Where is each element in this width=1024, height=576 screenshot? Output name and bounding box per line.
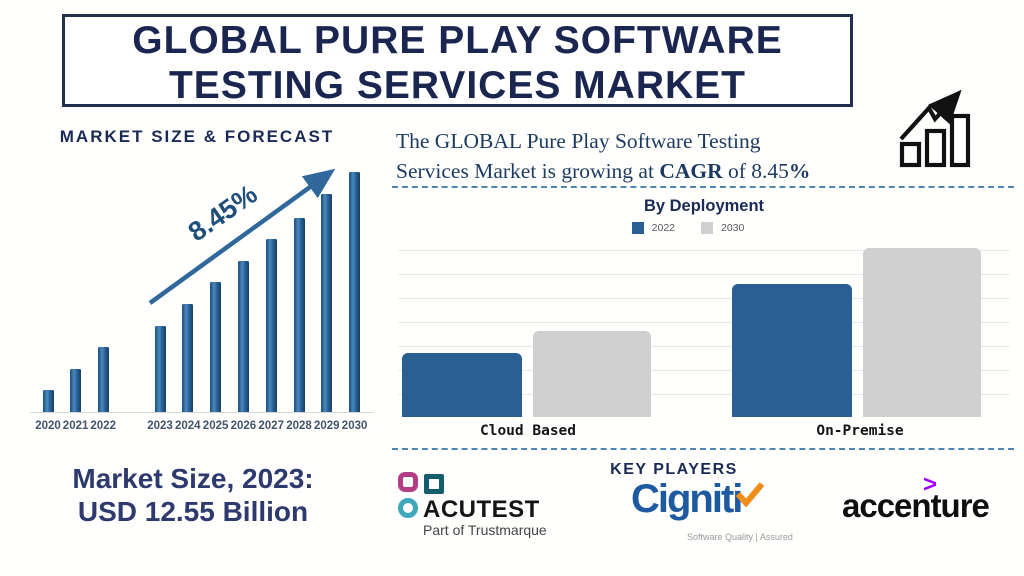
gridline (398, 274, 1010, 275)
year-label-2025: 2025 (202, 420, 229, 432)
deployment-bar-cloud-based-2022 (402, 352, 522, 417)
forecast-bar-2026 (237, 260, 249, 412)
year-label-2030: 2030 (341, 420, 368, 432)
growth-chart-icon (899, 89, 971, 168)
category-label-on-premise: On-Premise (816, 423, 904, 439)
acutest-teal-square-icon (424, 474, 444, 494)
deployment-chart (398, 243, 1010, 417)
deployment-bar-on-premise-2022 (732, 283, 852, 417)
key-players-heading: KEY PLAYERS (610, 461, 738, 478)
title-banner: GLOBAL PURE PLAY SOFTWARE TESTING SERVIC… (62, 14, 853, 107)
year-label-2029: 2029 (314, 420, 340, 432)
forecast-chart: 8.45% (28, 158, 376, 413)
deployment-bar-cloud-based-2030 (533, 330, 651, 417)
gridline (398, 298, 1010, 299)
acutest-logo: ACUTEST Part of Trustmarque (396, 468, 571, 544)
divider-top (392, 186, 1014, 188)
forecast-heading: MARKET SIZE & FORECAST (59, 127, 335, 146)
forecast-year-axis: 2020 2021 2022 2023 2024 2025 2026 2027 2028 2029… (28, 420, 376, 435)
forecast-bar-2025 (210, 282, 222, 412)
year-label-2027: 2027 (258, 420, 284, 432)
gridline (398, 394, 1010, 395)
legend-item-2030: 2030 (701, 222, 744, 234)
trend-arrow-icon (148, 168, 336, 305)
deployment-chart-title: By Deployment (643, 197, 765, 215)
legend-swatch-2022 (631, 222, 644, 234)
gridline (398, 322, 1010, 323)
deployment-category-labels: Cloud Based On-Premise (398, 423, 1010, 440)
gridline (398, 346, 1010, 347)
market-size-line2: USD 12.55 Billion (77, 496, 309, 527)
cigniti-checkmark-icon (735, 482, 765, 507)
deployment-bar-on-premise-2030 (863, 248, 981, 417)
year-label-2021: 2021 (62, 420, 89, 432)
year-label-2024: 2024 (175, 420, 201, 432)
category-label-cloud-based: Cloud Based (479, 423, 577, 439)
acutest-tagline: Part of Trustmarque (423, 522, 547, 538)
acutest-pink-square-icon (398, 472, 418, 492)
forecast-bar-2020 (42, 390, 54, 412)
page-title-line2: TESTING SERVICES MARKET (168, 64, 747, 107)
deployment-legend: 2022 2030 (382, 221, 994, 235)
legend-label-2030: 2030 (721, 222, 745, 234)
forecast-bar-2024 (182, 304, 194, 412)
forecast-bar-2027 (265, 239, 277, 412)
acutest-teal-circle-icon (398, 498, 418, 518)
cagr-statement: The GLOBAL Pure Play Software Testing Se… (396, 126, 916, 186)
divider-bottom (392, 448, 1014, 450)
cagr-statement-line2: Services Market is growing at CAGR of 8.… (396, 159, 811, 183)
legend-label-2022: 2022 (651, 222, 675, 234)
gridline (398, 250, 1010, 251)
forecast-bar-2023 (154, 325, 166, 412)
forecast-bar-2029 (321, 193, 333, 412)
year-label-2020: 2020 (35, 420, 61, 432)
accenture-logo: > accenture (840, 471, 1020, 530)
forecast-bar-2030 (349, 172, 361, 412)
legend-swatch-2030 (701, 222, 713, 234)
forecast-bar-2028 (293, 217, 305, 412)
forecast-bar-2021 (70, 368, 82, 412)
cigniti-logo: Cigniti Software Quality | Assured (625, 475, 795, 547)
accenture-arrow-icon: > (923, 471, 938, 498)
forecast-x-axis (30, 412, 374, 413)
accenture-wordmark: accenture (842, 487, 990, 524)
cagr-statement-line1: The GLOBAL Pure Play Software Testing (396, 129, 761, 153)
forecast-bar-2022 (97, 347, 109, 412)
acutest-wordmark: ACUTEST (423, 496, 540, 523)
page-title-line1: GLOBAL PURE PLAY SOFTWARE (132, 19, 783, 62)
year-label-2023: 2023 (147, 420, 173, 432)
cigniti-wordmark: Cigniti (631, 477, 743, 521)
year-label-2026: 2026 (230, 420, 257, 432)
market-size-line1: Market Size, 2023: (72, 463, 314, 494)
cigniti-tagline: Software Quality | Assured (687, 532, 793, 542)
market-size-callout: Market Size, 2023: USD 12.55 Billion (18, 462, 368, 528)
legend-item-2022: 2022 (631, 222, 675, 234)
gridline (398, 370, 1010, 371)
year-label-2022: 2022 (90, 420, 116, 432)
year-label-2028: 2028 (286, 420, 312, 432)
